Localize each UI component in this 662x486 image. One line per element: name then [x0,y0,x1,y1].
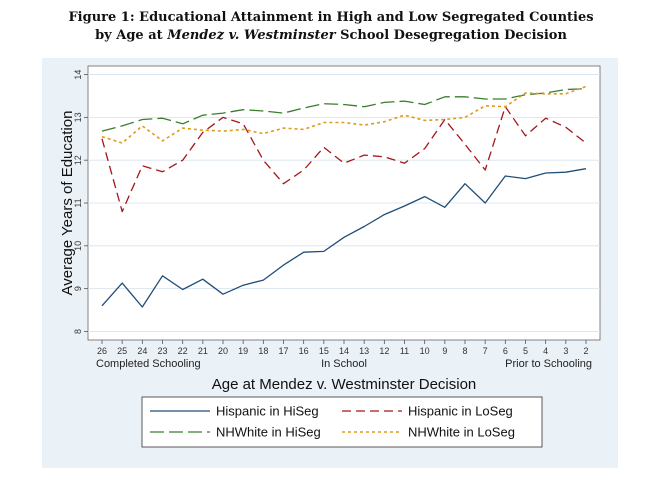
x-annotation-label: Completed Schooling [96,358,201,370]
x-tick-label: 8 [462,346,467,356]
x-axis-label: Age at Mendez v. Westminster Decision [212,376,477,393]
series-line-hispanic-in-hiseg [101,168,587,308]
legend-label: Hispanic in HiSeg [216,404,319,419]
x-tick-label: 23 [157,346,167,356]
x-tick-label: 22 [178,346,188,356]
y-axis-label: Average Years of Education [59,111,76,296]
legend: Hispanic in HiSeg Hispanic in LoSeg NHWhit… [150,404,515,440]
y-tick-label: 12 [73,155,83,165]
x-tick-label: 20 [218,346,228,356]
x-tick-label: 10 [420,346,430,356]
x-tick-label: 14 [339,346,349,356]
series-line-nhwhite-in-loseg [101,85,587,144]
legend-label: NHWhite in LoSeg [408,425,515,440]
y-tick-label: 14 [73,70,83,80]
title-prefix: by Age at [95,28,168,43]
y-axis: 8 9 10 11 12 13 14 [73,70,88,334]
x-annotation-group: Completed Schooling In School Prior to Sch… [96,358,592,370]
grid-lines [88,74,600,332]
x-tick-label: 11 [400,346,409,356]
chart-title-line1: Figure 1: Educational Attainment in High… [68,10,594,25]
x-tick-label: 15 [319,346,329,356]
x-tick-label: 24 [137,346,147,356]
x-axis: 26 25 24 23 22 21 20 19 18 17 16 15 14 13 12 11 10 9 8 7 6 5 4… [97,340,589,356]
y-tick-label: 10 [73,241,83,251]
legend-label: Hispanic in LoSeg [408,404,513,419]
x-tick-label: 5 [523,346,528,356]
x-tick-label: 18 [258,346,268,356]
x-tick-label: 2 [583,346,588,356]
x-tick-label: 12 [379,346,389,356]
y-tick-label: 13 [73,112,83,122]
title-case-name: Mendez v. Westminster [167,28,336,43]
x-tick-label: 25 [117,346,127,356]
x-annotation-label: Prior to Schooling [505,358,592,370]
x-tick-label: 3 [563,346,568,356]
y-tick-label: 8 [73,329,83,334]
legend-box [141,396,543,448]
series-line-nhwhite-in-hiseg [101,88,587,132]
y-tick-label: 11 [73,198,83,207]
title-suffix: School Desegregation Decision [335,28,567,43]
x-tick-label: 13 [359,346,369,356]
x-tick-label: 4 [543,346,548,356]
x-tick-label: 19 [238,346,248,356]
x-tick-label: 7 [483,346,488,356]
x-tick-label: 9 [442,346,447,356]
x-tick-label: 17 [278,346,288,356]
legend-label: NHWhite in HiSeg [216,425,321,440]
x-tick-label: 16 [299,346,309,356]
x-annotation-label: In School [321,358,367,370]
x-tick-label: 6 [503,346,508,356]
chart-title-line2: by Age at Mendez v. Westminster School D… [0,28,662,43]
y-tick-label: 9 [73,286,83,291]
x-tick-label: 21 [198,346,208,356]
series-lines [101,85,587,308]
x-tick-label: 26 [97,346,107,356]
